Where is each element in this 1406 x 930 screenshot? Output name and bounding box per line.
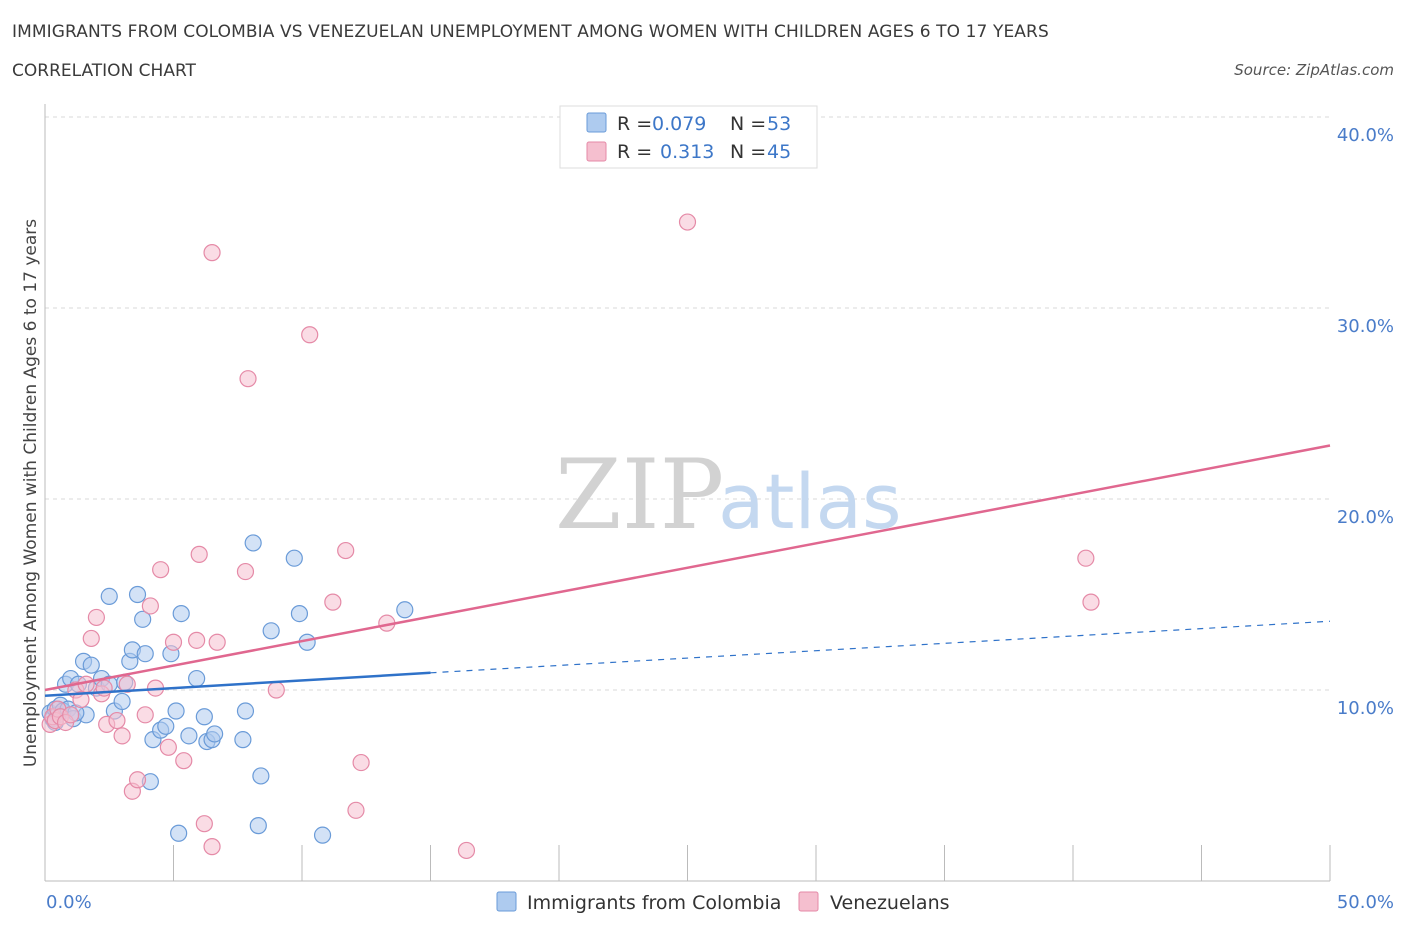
data-point-colombia [100, 587, 118, 606]
legend-swatch-colombia [586, 112, 607, 133]
data-point-venezuelans [203, 244, 221, 262]
data-point-venezuelans [352, 753, 370, 772]
y-tick-label: 40.0% [1337, 125, 1394, 146]
data-point-venezuelans [337, 541, 355, 560]
y-tick-labels: 10.0% 20.0% 30.0% 40.0% [1337, 125, 1394, 719]
data-point-venezuelans [62, 706, 80, 724]
bottom-legend-label-venezuelans: Venezuelans [830, 892, 950, 914]
data-point-venezuelans [301, 326, 319, 344]
data-point-venezuelans [141, 597, 159, 615]
data-point-venezuelans [128, 771, 147, 789]
y-tick-label: 20.0% [1337, 507, 1394, 528]
data-point-colombia [82, 656, 100, 674]
y-tick-label: 30.0% [1337, 316, 1394, 337]
legend-n-label: N = [730, 141, 766, 163]
data-point-venezuelans [72, 690, 90, 709]
data-point-venezuelans [203, 838, 221, 856]
data-point-colombia [236, 702, 255, 720]
y-axis-label: Unemployment Among Women with Children A… [21, 219, 41, 767]
data-point-venezuelans [113, 727, 131, 745]
data-point-venezuelans [164, 633, 183, 651]
data-point-venezuelans [82, 629, 100, 648]
legend-n-label: N = [730, 113, 766, 135]
trend-line-colombia-extension [430, 620, 1331, 674]
data-point-venezuelans [118, 675, 136, 693]
grid-lines [45, 116, 1330, 691]
data-point-colombia [206, 725, 224, 743]
data-point-colombia [195, 708, 213, 726]
bottom-legend-swatch-venezuelans [798, 891, 819, 912]
data-point-colombia [113, 692, 131, 711]
data-point-colombia [180, 727, 198, 745]
legend-swatch-venezuelans [586, 141, 607, 162]
data-point-venezuelans [136, 706, 154, 724]
legend-r-label: R = [617, 141, 652, 163]
legend-r-value-colombia: 0.079 [652, 113, 706, 135]
bottom-legend: Immigrants from Colombia Venezuelans [496, 891, 950, 914]
data-point-venezuelans [324, 593, 342, 611]
data-point-venezuelans [1082, 593, 1100, 611]
legend-r-label: R = [617, 113, 652, 135]
data-point-colombia [290, 604, 309, 623]
trend-line-venezuelans [44, 444, 1331, 692]
data-point-venezuelans [87, 608, 106, 627]
data-point-colombia [313, 826, 332, 844]
y-tick-label: 10.0% [1337, 698, 1394, 719]
data-point-colombia [252, 767, 270, 785]
data-point-venezuelans [175, 752, 193, 770]
trend-line-colombia [44, 671, 431, 697]
bottom-legend-swatch-colombia [496, 891, 517, 912]
data-point-venezuelans [347, 801, 365, 819]
data-point-venezuelans [188, 631, 206, 649]
data-point-venezuelans [159, 738, 177, 756]
trend-lines [44, 444, 1331, 697]
data-point-colombia [244, 534, 262, 552]
watermark-zip: ZIP [555, 439, 724, 551]
chart-title: IMMIGRANTS FROM COLOMBIA VS VENEZUELAN U… [12, 22, 1049, 42]
data-point-colombia [188, 669, 206, 688]
data-point-colombia [128, 585, 147, 604]
data-point-venezuelans [208, 633, 226, 651]
x-tick-label: 0.0% [46, 892, 92, 913]
series-venezuelans-points [41, 213, 1100, 860]
legend-r-value-venezuelans: 0.313 [660, 141, 714, 163]
data-point-venezuelans [239, 370, 257, 388]
data-point-colombia [396, 601, 414, 619]
watermark-atlas: atlas [718, 457, 902, 546]
data-point-colombia [167, 702, 185, 720]
data-point-venezuelans [152, 561, 170, 579]
data-point-venezuelans [236, 562, 255, 581]
data-point-colombia [136, 645, 154, 663]
data-point-colombia [172, 604, 190, 623]
top-legend: R = 0.079 N = 53 R = 0.313 N = 45 [559, 105, 818, 169]
axes [44, 104, 1331, 882]
x-tick-label: 50.0% [1337, 892, 1394, 913]
source-credit: Source: ZipAtlas.com [1234, 61, 1394, 79]
data-point-venezuelans [1077, 549, 1095, 567]
data-point-venezuelans [190, 545, 208, 563]
data-point-venezuelans [267, 681, 285, 699]
bottom-legend-label-colombia: Immigrants from Colombia [527, 892, 781, 914]
data-point-colombia [157, 717, 175, 735]
data-point-colombia [249, 817, 267, 835]
data-point-venezuelans [678, 213, 697, 231]
data-point-colombia [285, 549, 303, 567]
legend-n-value-venezuelans: 45 [767, 141, 791, 163]
data-point-colombia [170, 824, 188, 842]
data-point-venezuelans [457, 841, 476, 860]
data-point-venezuelans [195, 815, 213, 833]
chart-subtitle: CORRELATION CHART [12, 61, 196, 81]
data-point-colombia [134, 610, 152, 628]
data-point-colombia [234, 731, 252, 749]
legend-n-value-colombia: 53 [767, 113, 791, 135]
data-point-venezuelans [108, 711, 126, 730]
data-point-colombia [262, 622, 280, 640]
